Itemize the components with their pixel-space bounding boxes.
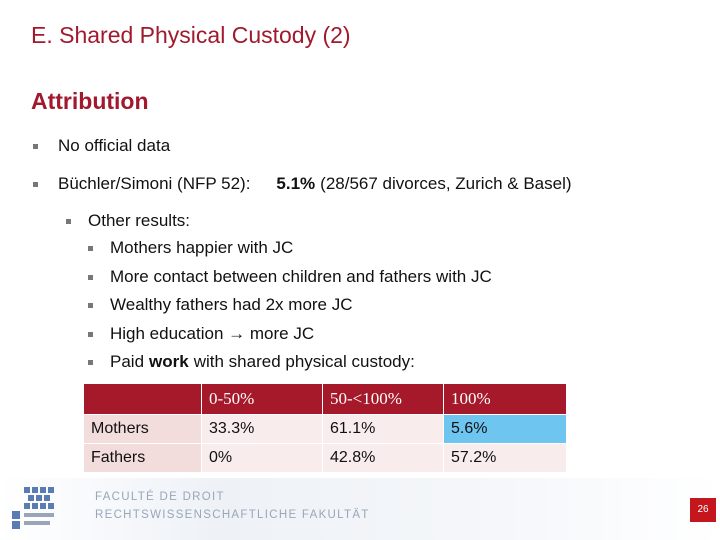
table-cell: 0% <box>201 443 323 473</box>
sub-item: High education → more JC <box>110 323 315 343</box>
bullet: Büchler/Simoni (NFP 52): 5.1% (28/567 divo… <box>58 174 572 194</box>
bullet-marker <box>33 182 38 187</box>
bullet-marker <box>88 331 93 337</box>
bullet-marker <box>66 219 71 224</box>
bullet-bold: 5.1% <box>276 174 316 193</box>
sub-item-text: Paid <box>110 352 145 371</box>
sub-item: Wealthy fathers had 2x more JC <box>110 295 353 314</box>
column-header: 0-50% <box>201 383 323 415</box>
bullet-text: Büchler/Simoni (NFP 52): <box>58 174 251 193</box>
table-cell: 61.1% <box>322 414 444 444</box>
table-row: Fathers 0% 42.8% 57.2% <box>83 443 567 473</box>
bullet: No official data <box>58 136 171 155</box>
sub-item: Mothers happier with JC <box>110 238 294 257</box>
table-cell: 33.3% <box>201 414 323 444</box>
results-table: 0-50% 50-<100% 100% Mothers 33.3% 61.1% 5.6% F… <box>83 383 567 473</box>
table-cell: 57.2% <box>443 443 567 473</box>
page-number: 26 <box>690 498 716 522</box>
bullet-marker <box>33 144 38 149</box>
footer-band <box>0 478 720 540</box>
university-logo <box>12 487 54 529</box>
sub-item-text: with shared physical custody: <box>193 352 415 371</box>
sub-item: Paid work with shared physical custody: <box>110 352 415 372</box>
sub-item-bold: work <box>149 352 189 371</box>
column-header: 50-<100% <box>322 383 444 415</box>
row-label: Fathers <box>83 443 202 473</box>
bullet-marker <box>88 246 93 251</box>
slide-title: E. Shared Physical Custody (2) <box>31 22 351 48</box>
header-corner <box>83 383 202 415</box>
sub-item: More contact between children and father… <box>110 266 492 286</box>
table-row: Mothers 33.3% 61.1% 5.6% <box>83 414 567 444</box>
bullet-marker <box>88 303 93 308</box>
row-label: Mothers <box>83 414 202 444</box>
bullet-marker <box>88 274 93 280</box>
column-header: 100% <box>443 383 567 415</box>
sub-bullet: Other results: <box>88 211 191 230</box>
footer-faculty: FACULTÉ DE DROIT <box>95 491 225 503</box>
footer-faculty: RECHTSWISSENSCHAFTLICHE FAKULTÄT <box>95 509 370 521</box>
bullet-text: (28/567 divorces, Zurich & Basel) <box>320 174 572 193</box>
section-heading: Attribution <box>31 88 149 114</box>
bullet-marker <box>88 360 93 365</box>
table-cell: 5.6% <box>443 414 567 444</box>
table-cell: 42.8% <box>322 443 444 473</box>
